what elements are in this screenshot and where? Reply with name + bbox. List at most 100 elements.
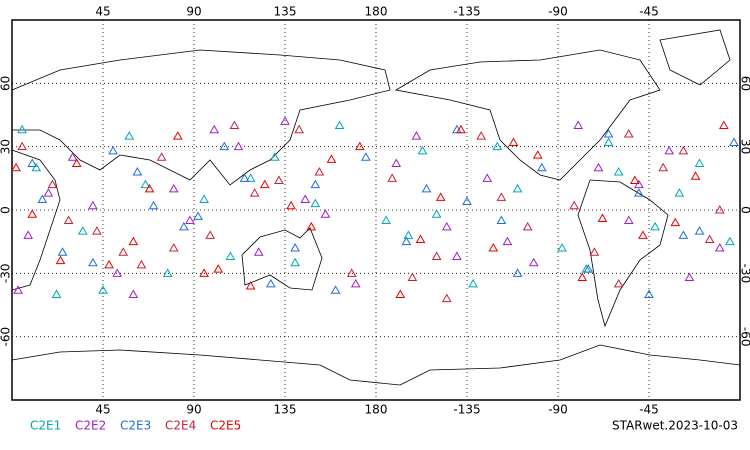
data-point (629, 175, 640, 184)
data-point (274, 175, 284, 184)
data-point (528, 257, 539, 267)
x-tick-label-bottom: -45 (639, 403, 659, 417)
data-point (132, 166, 143, 176)
data-point (496, 192, 507, 201)
data-point (168, 183, 179, 193)
data-point (280, 116, 290, 125)
data-point (532, 150, 543, 159)
data-point (17, 124, 27, 134)
data-point (644, 289, 654, 298)
data-point (678, 230, 689, 239)
y-tick-label-left: 0 (0, 206, 13, 214)
data-point (136, 259, 147, 269)
data-point (512, 268, 523, 277)
data-point (589, 247, 600, 256)
data-point (634, 179, 644, 189)
data-point (482, 173, 493, 182)
south-america-coast (577, 179, 669, 328)
data-point (725, 236, 735, 246)
data-point (714, 242, 725, 252)
data-point (536, 162, 547, 172)
data-point (462, 196, 472, 206)
data-point (199, 194, 209, 203)
data-point (13, 285, 23, 294)
data-point (508, 137, 519, 146)
data-point (634, 188, 644, 197)
data-point (613, 278, 624, 288)
data-point (31, 162, 42, 172)
data-point (597, 213, 608, 222)
data-point (512, 183, 523, 193)
data-point (421, 183, 432, 193)
x-tick-label-top: 90 (186, 5, 201, 19)
data-point (124, 131, 135, 140)
data-point (395, 289, 406, 298)
data-point (43, 188, 54, 197)
data-point (577, 272, 588, 282)
data-point (88, 200, 98, 210)
data-point (690, 171, 701, 180)
data-point (350, 278, 361, 288)
data-point (452, 251, 462, 260)
data-point (387, 173, 398, 182)
data-point (67, 152, 78, 161)
legend-entry: C2E2 (75, 419, 106, 433)
data-point (306, 221, 317, 231)
data-point (415, 234, 426, 244)
data-point (593, 162, 604, 172)
data-point (417, 145, 428, 155)
data-point (239, 173, 250, 182)
data-point (249, 188, 260, 197)
data-point (391, 158, 402, 168)
data-point (694, 158, 705, 168)
data-point (488, 242, 499, 252)
y-tick-label-right: -30 (739, 264, 750, 284)
data-point (310, 198, 321, 208)
data-point (27, 158, 38, 168)
data-point (401, 236, 412, 246)
data-point (259, 179, 270, 189)
data-point (496, 215, 507, 225)
data-point (314, 166, 325, 176)
data-point (219, 141, 230, 151)
data-point (729, 137, 739, 146)
africa-coast (11, 149, 61, 291)
data-point (63, 215, 74, 225)
data-point (88, 257, 98, 267)
data-point (179, 221, 189, 231)
data-point (603, 137, 614, 146)
data-point (233, 141, 244, 151)
data-point (229, 120, 240, 130)
data-point (320, 209, 331, 218)
data-point (37, 194, 48, 203)
data-point (361, 152, 371, 161)
data-point (658, 162, 669, 172)
data-point (346, 268, 357, 277)
data-point (148, 200, 159, 210)
footer-label: STARwet.2023-10-03 (612, 419, 738, 433)
x-tick-label-bottom: -135 (453, 403, 480, 417)
data-point (603, 128, 614, 138)
data-point (168, 242, 179, 252)
australia-coast (241, 227, 323, 291)
data-point (330, 285, 341, 294)
data-point (112, 268, 123, 277)
data-point (678, 145, 689, 155)
data-point (98, 285, 108, 294)
data-point (583, 264, 594, 273)
data-point (694, 226, 705, 235)
data-point (684, 272, 695, 282)
greenland-coast (659, 29, 731, 86)
data-point (441, 293, 452, 303)
data-point (326, 154, 337, 163)
data-point (209, 124, 220, 134)
data-point (431, 209, 442, 218)
data-point (476, 131, 487, 140)
data-point (468, 278, 478, 288)
legend-entry: C2E3 (120, 419, 151, 433)
data-point (674, 188, 685, 197)
data-point (441, 221, 452, 231)
x-tick-label-bottom: -90 (548, 403, 568, 417)
data-point (290, 242, 300, 252)
